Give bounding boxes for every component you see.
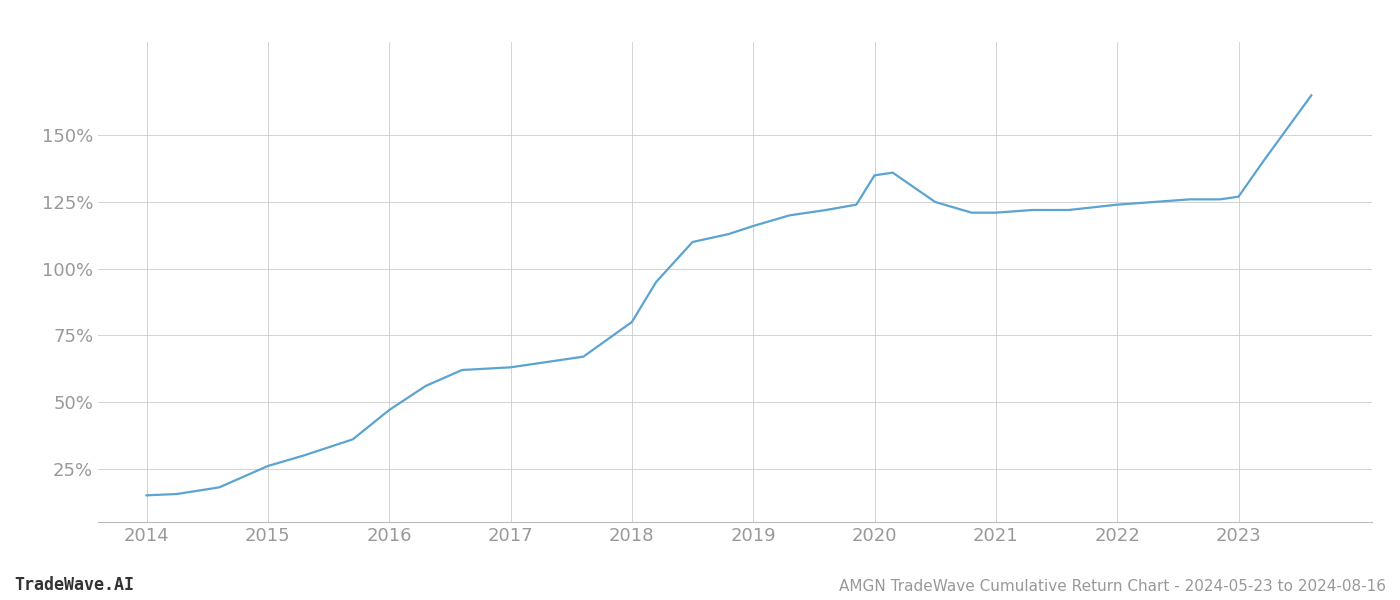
Text: TradeWave.AI: TradeWave.AI: [14, 576, 134, 594]
Text: AMGN TradeWave Cumulative Return Chart - 2024-05-23 to 2024-08-16: AMGN TradeWave Cumulative Return Chart -…: [839, 579, 1386, 594]
